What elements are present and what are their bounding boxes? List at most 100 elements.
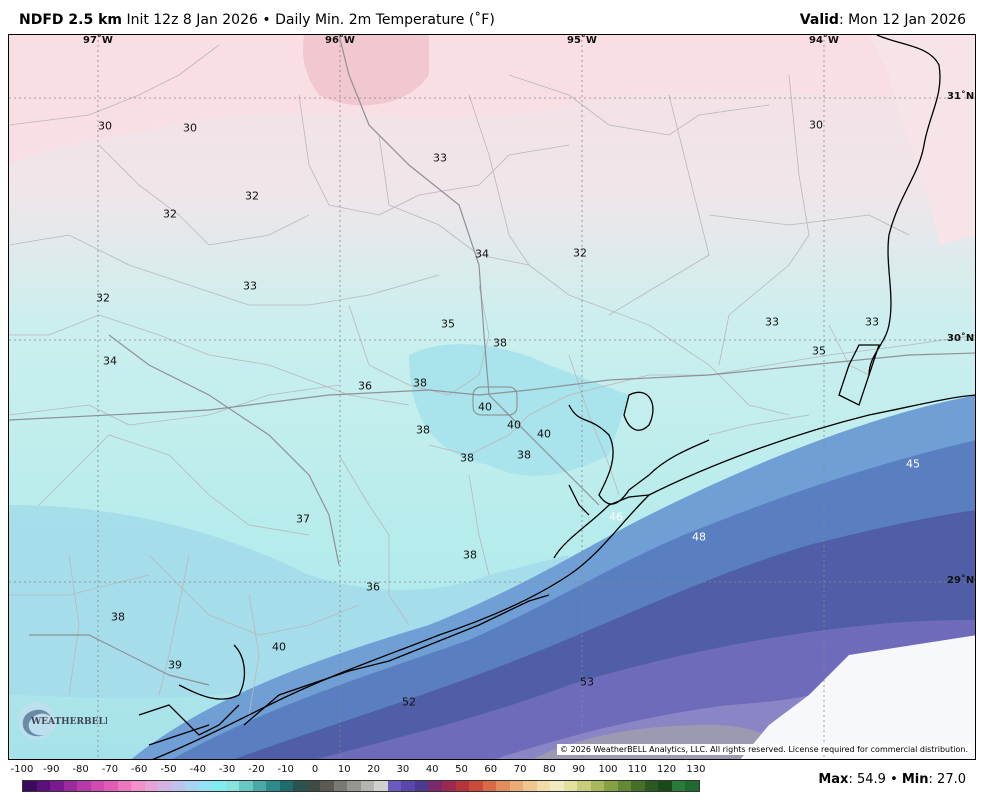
legend-tick-label: 120 — [657, 764, 677, 775]
legend-swatch — [482, 781, 497, 791]
legend-swatch — [63, 781, 78, 791]
legend-swatch — [604, 781, 618, 791]
legend-swatch — [536, 781, 551, 791]
cold-zone — [9, 35, 975, 165]
logo-swirl-icon: WEATHERBELL — [18, 702, 107, 740]
temperature-label: 30 — [809, 118, 823, 132]
legend-tick-label: -80 — [72, 764, 89, 775]
map-title: NDFD 2.5 km Init 12z 8 Jan 2026 • Daily … — [19, 12, 495, 28]
temperature-label: 33 — [865, 315, 879, 329]
legend-swatch — [320, 781, 334, 791]
init-time: Init 12z 8 Jan 2026 — [126, 12, 258, 28]
longitude-label: 96˚W — [325, 35, 355, 46]
temperature-label: 35 — [441, 317, 455, 331]
legend-tick-label: 130 — [686, 764, 706, 775]
temperature-label: 30 — [183, 121, 197, 135]
header-bar: NDFD 2.5 km Init 12z 8 Jan 2026 • Daily … — [0, 0, 984, 34]
legend-swatch — [239, 781, 253, 791]
temperature-label: 40 — [478, 400, 492, 414]
legend-swatch — [658, 781, 672, 791]
legend-swatch — [387, 781, 402, 791]
max-label: Max — [818, 772, 849, 787]
cold-zone-east — [869, 35, 975, 245]
temperature-label: 35 — [812, 344, 826, 358]
legend-swatch — [158, 781, 172, 791]
temperature-label: 34 — [475, 247, 489, 261]
weatherbell-logo: WEATHERBELL — [15, 699, 107, 741]
temperature-label: 30 — [98, 119, 112, 133]
legend-tick-label: 20 — [367, 764, 380, 775]
legend-tick-label: -90 — [43, 764, 60, 775]
legend-swatch — [279, 781, 294, 791]
legend-tick-label: -100 — [10, 764, 34, 775]
temperature-label: 32 — [573, 246, 587, 260]
coastline — [138, 35, 975, 759]
legend-tick-label: -50 — [160, 764, 177, 775]
legend-swatch — [496, 781, 510, 791]
legend-tick-label: 40 — [425, 764, 439, 775]
legend-swatch — [509, 781, 524, 791]
legend-swatch — [455, 781, 470, 791]
min-label: Min — [901, 772, 929, 787]
temperature-label: 33 — [243, 279, 257, 293]
graticule — [9, 35, 975, 759]
maxmin-bullet: • — [890, 772, 898, 787]
temperature-label: 38 — [460, 451, 474, 465]
latitude-label: 29˚N — [947, 575, 975, 586]
legend-swatch — [550, 781, 564, 791]
copyright-notice: © 2026 WeatherBELL Analytics, LLC. All r… — [557, 744, 971, 755]
temperature-label: 36 — [366, 580, 380, 594]
legend-swatch — [293, 781, 307, 791]
color-legend: -100 -90 -80 -70 -60 -50 -40 -30 -20 -10 0 10 20 30 40… — [0, 760, 984, 808]
temperature-label: 38 — [413, 376, 427, 390]
legend-tick-label: -10 — [277, 764, 294, 775]
legend-swatch — [590, 781, 605, 791]
legend-tick-label: 50 — [455, 764, 468, 775]
temperature-label: 48 — [692, 530, 706, 544]
legend-swatch — [414, 781, 429, 791]
legend-tick-label: -20 — [248, 764, 265, 775]
temperature-label: 52 — [402, 695, 416, 709]
legend-swatch — [617, 781, 632, 791]
no-data-area — [740, 635, 975, 759]
temperature-label: 38 — [416, 423, 430, 437]
temperature-label: 40 — [537, 427, 551, 441]
legend-swatch — [50, 781, 64, 791]
legend-swatch — [266, 781, 280, 791]
urban-warm-zone — [409, 344, 629, 476]
temperature-label: 38 — [463, 548, 477, 562]
latitude-label: 30˚N — [947, 333, 975, 344]
temperature-label: 33 — [433, 151, 447, 165]
legend-tick-label: -60 — [131, 764, 148, 775]
legend-swatch — [77, 781, 91, 791]
product-name: Daily Min. 2m Temperature (˚F) — [275, 12, 495, 28]
legend-swatch — [401, 781, 415, 791]
svg-text:WEATHERBELL: WEATHERBELL — [30, 717, 107, 727]
legend-swatch — [577, 781, 591, 791]
map-canvas — [9, 35, 975, 759]
legend-swatch — [360, 781, 375, 791]
legend-swatch — [212, 781, 226, 791]
legend-swatch — [469, 781, 483, 791]
legend-swatch — [685, 781, 699, 791]
latitude-label: 31˚N — [947, 91, 975, 102]
legend-tick-label: -70 — [101, 764, 119, 775]
valid-value: : Mon 12 Jan 2026 — [838, 12, 966, 28]
temperature-label: 33 — [765, 315, 779, 329]
legend-tick-label: 30 — [396, 764, 410, 775]
max-value: : 54.9 — [848, 772, 886, 787]
temperature-label: 37 — [296, 512, 310, 526]
legend-swatch — [671, 781, 686, 791]
legend-tick-label: 90 — [572, 764, 586, 775]
temperature-label: 40 — [507, 418, 521, 432]
legend-swatch — [563, 781, 578, 791]
temperature-label: 36 — [358, 379, 372, 393]
legend-swatch — [117, 781, 132, 791]
legend-swatch — [374, 781, 388, 791]
legend-swatch — [144, 781, 159, 791]
temperature-label: 38 — [517, 448, 531, 462]
legend-swatch — [104, 781, 118, 791]
temperature-label: 32 — [245, 189, 259, 203]
temperature-label: 46 — [609, 510, 623, 524]
legend-tick-label: 60 — [484, 764, 498, 775]
